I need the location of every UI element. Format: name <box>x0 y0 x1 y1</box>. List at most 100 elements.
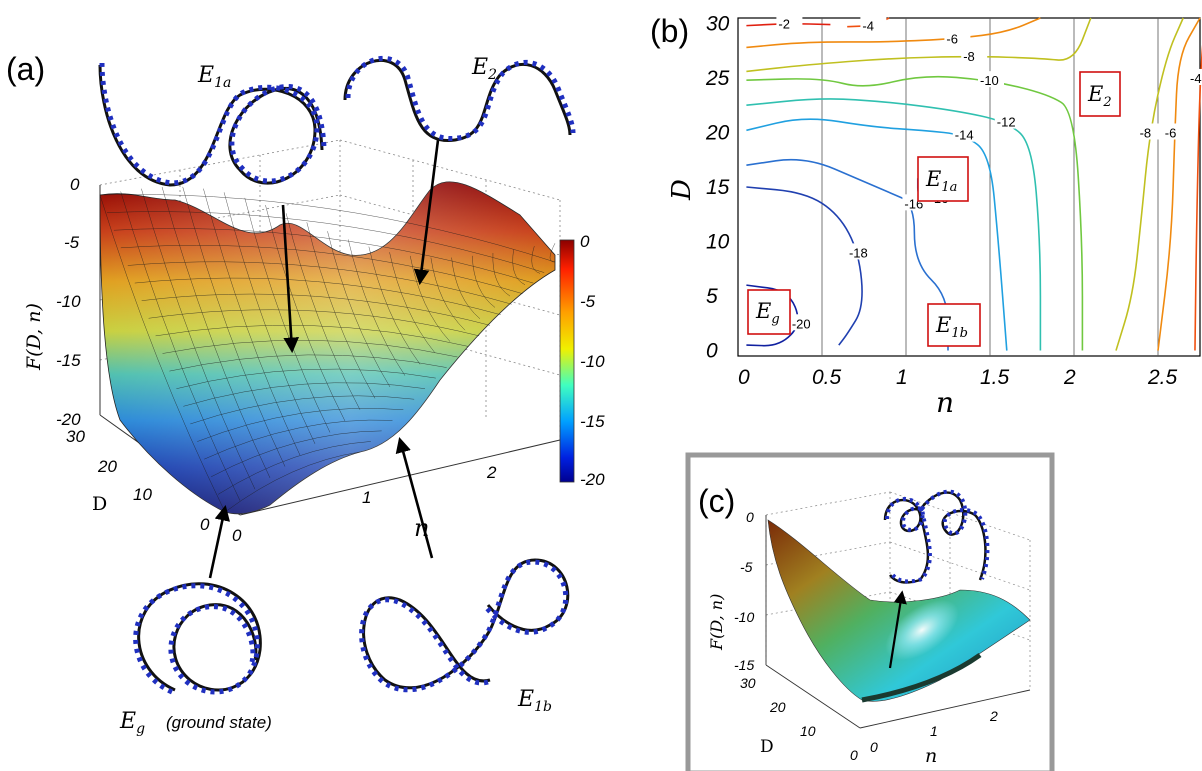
mesh-line <box>285 213 361 410</box>
n-tick-1: 1 <box>362 488 371 507</box>
contour-label-bg <box>961 47 988 64</box>
panel-c-axes-frame <box>765 515 1031 729</box>
panel-a-d-ticks: 30 20 10 0 <box>66 427 210 534</box>
contour-x-ticks: 0 0.5 1 1.5 2 2.5 <box>738 366 1178 389</box>
contour-label: -14 <box>955 128 974 143</box>
panel-a-surface-mesh <box>99 186 556 513</box>
panel-a-surface-highlight <box>100 181 555 514</box>
contour-x-tick: 0.5 <box>812 366 842 389</box>
d-tick-30: 30 <box>66 427 85 446</box>
contour-y-axis-label: D <box>667 179 697 201</box>
mesh-line <box>451 257 481 319</box>
panel-c-arrow <box>888 590 907 669</box>
box-e1b: E1b <box>927 303 981 347</box>
arrow-e1b <box>395 436 434 559</box>
contour-y-tick: 10 <box>706 231 730 254</box>
config-e1b <box>359 558 570 693</box>
mesh-line <box>203 188 301 456</box>
mesh-line <box>182 186 286 467</box>
mesh-line <box>512 249 526 285</box>
c-d-tick-10: 10 <box>800 723 816 739</box>
c-n-tick-0: 0 <box>870 739 878 755</box>
mesh-line <box>389 252 436 354</box>
mesh-line <box>217 441 371 495</box>
contour-line <box>1115 17 1184 351</box>
contour-line <box>746 118 1008 351</box>
contour-label-bg <box>952 125 979 142</box>
mesh-line <box>99 194 226 513</box>
mesh-line <box>531 246 541 274</box>
contour-label: -6 <box>946 32 958 47</box>
z-tick-20: -20 <box>56 410 81 429</box>
contour-label-bg <box>776 14 803 31</box>
panel-b-label: (b) <box>650 13 689 49</box>
c-d-tick-20: 20 <box>769 699 786 715</box>
contour-y-tick: 20 <box>705 121 730 144</box>
mesh-line <box>99 194 556 263</box>
panel-c-surface-edge <box>861 652 982 703</box>
n-tick-0: 0 <box>232 526 242 545</box>
contour-label: -4 <box>862 19 874 34</box>
z-tick-15: -15 <box>56 351 81 370</box>
d-tick-10: 10 <box>133 485 152 504</box>
label-eg-note: (ground state) <box>166 713 272 732</box>
mesh-line <box>190 395 415 425</box>
panel-a: (a) <box>6 51 605 737</box>
mesh-line <box>549 243 556 263</box>
contour-label-bg <box>1137 123 1164 140</box>
mesh-line <box>141 188 256 490</box>
d-tick-20: 20 <box>97 457 117 476</box>
panel-a-z-ticks: 0 -5 -10 -15 -20 <box>56 175 81 429</box>
mesh-line <box>306 222 376 399</box>
colorbar-tick-5: -5 <box>580 292 596 311</box>
config-eg <box>133 582 262 695</box>
panel-c-n-axis-label: n <box>925 745 937 767</box>
c-d-tick-0: 0 <box>850 747 858 763</box>
box-e1a: E1a <box>917 156 969 202</box>
contour-label-bg <box>994 112 1021 129</box>
panel-c-z-axis-label: F(D, n) <box>707 594 726 651</box>
contour-x-tick: 0 <box>738 366 750 389</box>
panel-c-z-ticks: 0 -5 -10 -15 <box>734 509 754 673</box>
mesh-line <box>120 245 523 294</box>
c-d-tick-30: 30 <box>740 675 756 691</box>
contour-label: -10 <box>980 73 999 88</box>
contour-line <box>746 75 1084 351</box>
mesh-line <box>120 191 241 501</box>
arrow-e2 <box>413 139 440 286</box>
contour-x-tick: 2 <box>1063 366 1076 389</box>
contour-y-ticks: 0 5 10 15 20 25 30 <box>705 12 730 362</box>
svg-text:E1a: E1a <box>925 167 957 195</box>
contour-label-bg <box>1188 68 1202 85</box>
mesh-line <box>176 368 436 389</box>
contour-x-tick: 1 <box>896 366 908 389</box>
contour-x-tick: 2.5 <box>1147 366 1178 389</box>
contour-label-bg <box>846 243 873 260</box>
colorbar-tick-20: -20 <box>580 470 605 489</box>
contour-label: -20 <box>792 316 811 331</box>
box-eg: Eg <box>747 289 791 335</box>
mesh-line <box>244 197 331 433</box>
box-e2: E2 <box>1079 71 1121 117</box>
n-tick-2: 2 <box>486 463 497 482</box>
mesh-line <box>347 239 406 376</box>
contour-line <box>746 158 949 351</box>
contour-label: -2 <box>778 16 790 31</box>
panel-a-z-axis-label: F(D, n) <box>23 303 45 371</box>
contour-label-bg <box>789 314 816 331</box>
panel-a-colorbar-ticks: 0 -5 -10 -15 -20 <box>580 232 605 489</box>
mesh-line <box>410 255 451 342</box>
panel-a-d-axis-label: D <box>92 493 107 515</box>
panel-c: (c) 0 -5 -10 <box>685 452 1055 771</box>
contour-line <box>746 17 1041 49</box>
mesh-line <box>134 277 501 315</box>
panel-a-n-ticks: 0 1 2 <box>232 463 497 545</box>
mesh-line <box>472 255 496 308</box>
contour-line <box>746 17 1092 73</box>
mesh-line <box>223 192 316 444</box>
contour-x-axis-label: n <box>936 386 954 419</box>
arrow-eg <box>208 504 231 579</box>
contour-y-tick: 30 <box>706 12 730 35</box>
c-z-tick-10: -10 <box>734 609 754 625</box>
panel-c-config-curve <box>883 489 990 584</box>
